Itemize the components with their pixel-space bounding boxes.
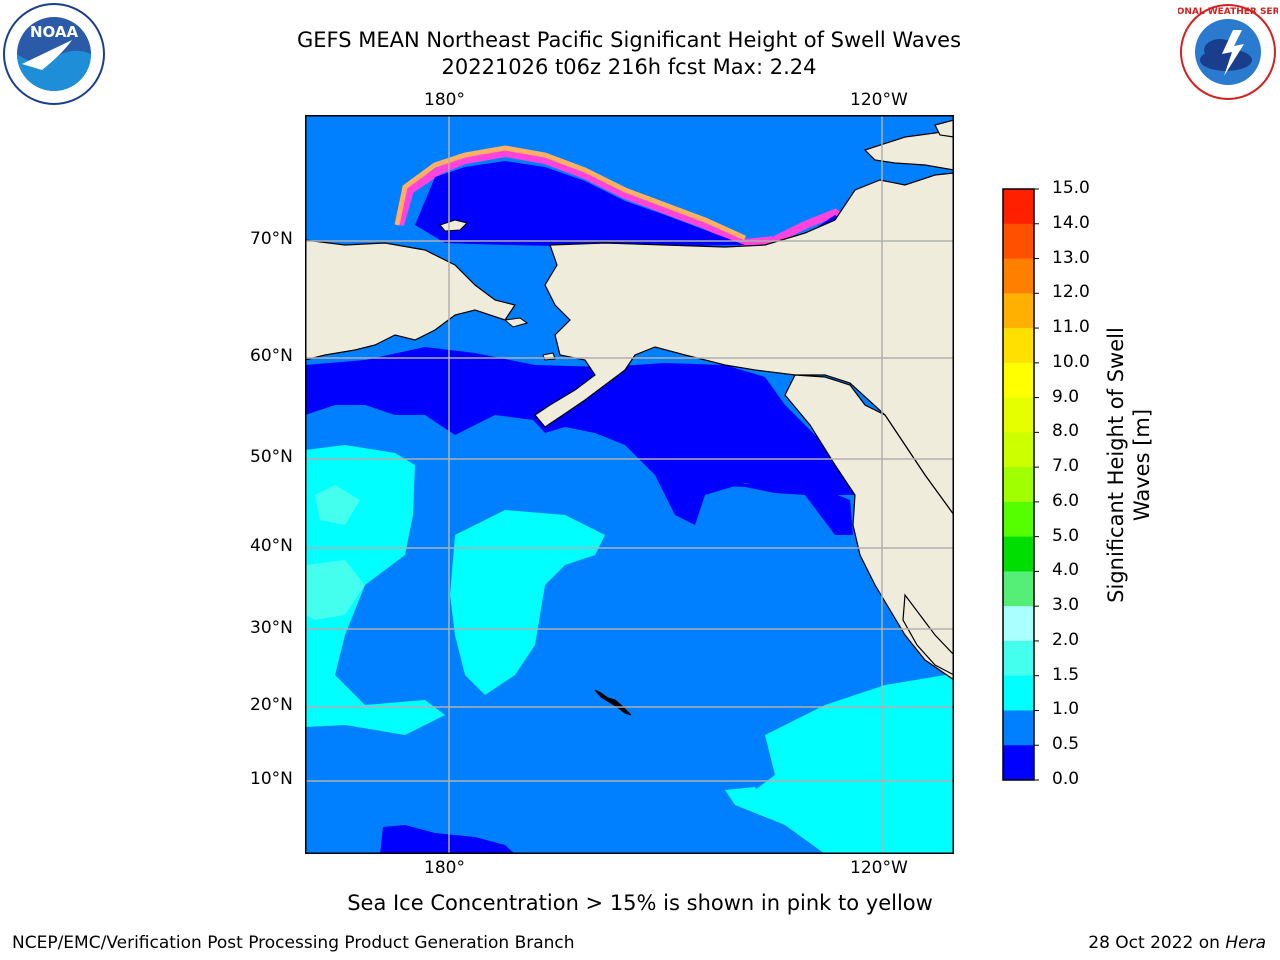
colorbar-block [1003, 710, 1034, 746]
colorbar-block [1003, 293, 1034, 329]
colorbar [1002, 188, 1039, 781]
colorbar-block [1003, 745, 1034, 781]
colorbar-block [1003, 432, 1034, 468]
colorbar-tick-label: 2.0 [1052, 629, 1080, 650]
colorbar-block [1003, 675, 1034, 711]
colorbar-tick-label: 15.0 [1052, 178, 1090, 198]
arctic-ocean [415, 161, 745, 247]
svg-text:NATIONAL WEATHER SERVICE: NATIONAL WEATHER SERVICE [1178, 7, 1278, 17]
colorbar-block [1003, 362, 1034, 399]
swell-1.5-2-spot-1 [305, 560, 365, 620]
map-frame [305, 115, 954, 854]
colorbar-block [1003, 467, 1034, 503]
lat-label-50n: 50°N [250, 447, 293, 467]
colorbar-tick-label: 13.0 [1052, 247, 1090, 268]
land-wrangel [439, 219, 468, 232]
low-swell-region-north [305, 347, 854, 525]
colorbar-tick-label: 9.0 [1052, 386, 1080, 407]
lon-label-top-120w: 120°W [850, 90, 908, 110]
colorbar-tick-label: 0.5 [1052, 734, 1080, 755]
swell-1-1.5-patch [725, 787, 763, 805]
sea-ice-edge [394, 145, 747, 241]
land-siberia [305, 239, 516, 361]
colorbar-block [1003, 536, 1034, 572]
sea-ice-note: Sea Ice Concentration > 15% is shown in … [347, 891, 933, 915]
colorbar-tick-label: 10.0 [1052, 351, 1090, 372]
lat-label-10n: 10°N [250, 769, 293, 789]
colorbar-block [1003, 571, 1034, 607]
low-swell-patch-south [380, 825, 515, 854]
colorbar-tick-label: 1.0 [1052, 699, 1080, 720]
chart-title: GEFS MEAN Northeast Pacific Significant … [296, 28, 962, 52]
noaa-logo: NOAA [3, 3, 105, 105]
land-st-lawrence [503, 317, 529, 328]
swell-1-1.5-southeast [735, 675, 954, 854]
colorbar-block [1003, 223, 1034, 260]
colorbar-block [1003, 328, 1034, 364]
colorbar-tick-label: 3.0 [1052, 595, 1080, 616]
colorbar-tick-label: 14.0 [1052, 212, 1090, 233]
colorbar-tick-label: 8.0 [1052, 421, 1080, 442]
land-hawaii [594, 689, 632, 716]
lat-label-40n: 40°N [250, 536, 293, 556]
swell-1-1.5-central [450, 510, 605, 695]
colorbar-block [1003, 258, 1034, 294]
swell-1.5-2-spot-2 [315, 485, 360, 525]
run-date: 28 Oct 2022 on Hera [1088, 933, 1266, 953]
branch-credit: NCEP/EMC/Verification Post Processing Pr… [12, 933, 575, 953]
colorbar-tick-label: 7.0 [1052, 456, 1080, 477]
colorbar-block [1003, 640, 1034, 677]
lat-label-60n: 60°N [250, 346, 293, 366]
nws-logo: NATIONAL WEATHER SERVICE [1178, 4, 1278, 100]
colorbar-block [1003, 501, 1034, 538]
colorbar-tick-label: 6.0 [1052, 490, 1080, 511]
colorbar-label-line1: Significant Height of Swell [1104, 327, 1128, 603]
lon-label-bottom-180: 180° [424, 858, 465, 878]
colorbar-label-line2: Waves [m] [1130, 408, 1154, 522]
colorbar-tick-label: 4.0 [1052, 560, 1080, 581]
lat-label-30n: 30°N [250, 618, 293, 638]
colorbar-tick-label: 1.5 [1052, 664, 1080, 685]
noaa-logo-text: NOAA [30, 23, 79, 41]
lat-label-20n: 20°N [250, 695, 293, 715]
colorbar-block [1003, 189, 1034, 225]
colorbar-tick-label: 5.0 [1052, 525, 1080, 546]
low-swell-region-east-pac [705, 483, 853, 535]
lon-label-top-180: 180° [424, 90, 465, 110]
colorbar-block [1003, 606, 1034, 642]
colorbar-tick-label: 12.0 [1052, 282, 1090, 303]
chart-subtitle: 20221026 t06z 216h fcst Max: 2.24 [441, 55, 817, 79]
swell-height-map [305, 115, 954, 854]
colorbar-block [1003, 397, 1034, 433]
colorbar-tick-label: 0.0 [1052, 769, 1080, 789]
colorbar-tick-label: 11.0 [1052, 317, 1090, 338]
lat-label-70n: 70°N [250, 229, 293, 249]
run-machine: Hera [1225, 933, 1266, 953]
land-arctic-islands-2 [934, 119, 954, 138]
sea-ice-fringe [396, 148, 908, 269]
lon-label-bottom-120w: 120°W [850, 858, 908, 878]
map-gridlines [305, 115, 954, 854]
run-date-prefix: 28 Oct 2022 on [1088, 933, 1226, 953]
